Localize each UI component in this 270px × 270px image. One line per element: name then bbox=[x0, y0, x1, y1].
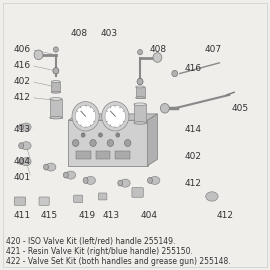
Circle shape bbox=[107, 140, 114, 147]
Polygon shape bbox=[136, 87, 144, 97]
Circle shape bbox=[53, 68, 59, 74]
Ellipse shape bbox=[118, 180, 123, 186]
Text: 413: 413 bbox=[14, 125, 31, 134]
Text: 412: 412 bbox=[14, 93, 31, 102]
Text: 404: 404 bbox=[14, 157, 31, 166]
Text: 421 - Resin Valve Kit (right/blue handle) 255150.: 421 - Resin Valve Kit (right/blue handle… bbox=[6, 247, 193, 256]
Text: 403: 403 bbox=[100, 29, 117, 38]
Ellipse shape bbox=[134, 103, 146, 106]
Text: 408: 408 bbox=[71, 29, 88, 38]
Ellipse shape bbox=[147, 177, 153, 183]
Circle shape bbox=[99, 133, 102, 137]
Text: 401: 401 bbox=[14, 173, 31, 182]
Ellipse shape bbox=[50, 97, 62, 100]
Text: 402: 402 bbox=[185, 152, 202, 161]
Ellipse shape bbox=[21, 158, 31, 166]
Text: 405: 405 bbox=[232, 104, 249, 113]
FancyBboxPatch shape bbox=[74, 195, 83, 202]
Ellipse shape bbox=[21, 142, 31, 150]
Ellipse shape bbox=[19, 143, 24, 149]
Circle shape bbox=[90, 140, 96, 147]
Ellipse shape bbox=[50, 116, 62, 119]
Ellipse shape bbox=[86, 176, 96, 184]
Text: 420 - ISO Valve Kit (left/red) handle 255149.: 420 - ISO Valve Kit (left/red) handle 25… bbox=[6, 237, 176, 245]
Polygon shape bbox=[50, 99, 62, 118]
Ellipse shape bbox=[120, 179, 130, 187]
Text: 411: 411 bbox=[14, 211, 31, 220]
Circle shape bbox=[138, 49, 143, 55]
Ellipse shape bbox=[150, 176, 160, 184]
Circle shape bbox=[81, 133, 85, 137]
Polygon shape bbox=[51, 82, 60, 92]
FancyBboxPatch shape bbox=[14, 197, 26, 205]
Ellipse shape bbox=[134, 122, 146, 124]
Polygon shape bbox=[68, 114, 157, 120]
Circle shape bbox=[137, 78, 143, 85]
Ellipse shape bbox=[43, 164, 48, 170]
FancyBboxPatch shape bbox=[99, 193, 107, 200]
Bar bbox=[96, 151, 110, 159]
Ellipse shape bbox=[51, 80, 60, 83]
Circle shape bbox=[75, 105, 96, 127]
Circle shape bbox=[72, 140, 79, 147]
Ellipse shape bbox=[46, 163, 56, 171]
Text: 406: 406 bbox=[14, 45, 31, 54]
Circle shape bbox=[34, 50, 43, 60]
Text: 416: 416 bbox=[185, 64, 202, 73]
Ellipse shape bbox=[83, 177, 88, 183]
Ellipse shape bbox=[19, 159, 24, 165]
Circle shape bbox=[153, 53, 162, 62]
Polygon shape bbox=[134, 104, 146, 123]
Ellipse shape bbox=[206, 192, 218, 201]
Text: 422 - Valve Set Kit (both handles and grease gun) 255148.: 422 - Valve Set Kit (both handles and gr… bbox=[6, 257, 231, 266]
Text: 412: 412 bbox=[185, 178, 202, 188]
Ellipse shape bbox=[66, 171, 76, 179]
Text: 407: 407 bbox=[204, 45, 222, 54]
Circle shape bbox=[102, 102, 129, 131]
Text: 414: 414 bbox=[185, 125, 202, 134]
Text: 404: 404 bbox=[140, 211, 157, 220]
Ellipse shape bbox=[136, 97, 144, 99]
Polygon shape bbox=[68, 120, 147, 166]
Circle shape bbox=[116, 133, 120, 137]
Text: 419: 419 bbox=[78, 211, 95, 220]
Text: 402: 402 bbox=[14, 77, 31, 86]
Text: 415: 415 bbox=[41, 211, 58, 220]
Text: 416: 416 bbox=[14, 61, 31, 70]
Ellipse shape bbox=[51, 91, 60, 93]
Ellipse shape bbox=[63, 172, 68, 178]
Circle shape bbox=[105, 105, 126, 127]
Bar bbox=[76, 151, 90, 159]
Ellipse shape bbox=[136, 86, 144, 88]
FancyBboxPatch shape bbox=[132, 188, 143, 197]
Bar bbox=[115, 151, 130, 159]
Text: 412: 412 bbox=[217, 211, 234, 220]
Ellipse shape bbox=[21, 123, 31, 131]
Text: 413: 413 bbox=[103, 211, 120, 220]
Ellipse shape bbox=[19, 124, 24, 130]
Circle shape bbox=[124, 140, 131, 147]
Circle shape bbox=[72, 102, 99, 131]
Polygon shape bbox=[147, 114, 157, 166]
Circle shape bbox=[172, 70, 178, 77]
Circle shape bbox=[53, 47, 58, 52]
FancyBboxPatch shape bbox=[39, 197, 49, 205]
Circle shape bbox=[160, 103, 169, 113]
Text: 408: 408 bbox=[150, 45, 167, 54]
